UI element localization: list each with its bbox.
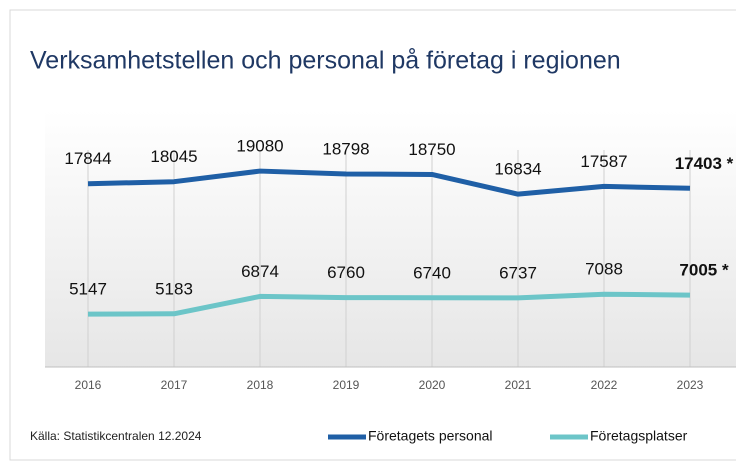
value-label: 6760 bbox=[327, 263, 365, 282]
chart-title: Verksamhetstellen och personal på företa… bbox=[30, 47, 621, 75]
legend-label: Företagsplatser bbox=[590, 428, 688, 444]
value-label: 17403 * bbox=[675, 154, 734, 173]
value-label: 6740 bbox=[413, 263, 451, 282]
value-label: 16834 bbox=[494, 160, 541, 179]
value-label: 18798 bbox=[322, 139, 369, 158]
source: Källa: Statistikcentralen 12.2024 bbox=[30, 429, 202, 443]
series-line bbox=[87, 168, 691, 197]
x-tick-label: 2022 bbox=[591, 378, 618, 392]
legend-label: Företagets personal bbox=[368, 428, 493, 444]
value-label: 17844 bbox=[64, 149, 111, 168]
value-label: 19080 bbox=[236, 137, 283, 156]
x-tick-label: 2020 bbox=[419, 378, 446, 392]
x-tick-label: 2019 bbox=[333, 378, 360, 392]
value-label: 17587 bbox=[580, 152, 627, 171]
x-tick-label: 2016 bbox=[75, 378, 102, 392]
value-label: 7005 * bbox=[679, 261, 729, 280]
series-line bbox=[87, 291, 691, 317]
x-tick-label: 2018 bbox=[247, 378, 274, 392]
value-label: 5183 bbox=[155, 279, 193, 298]
value-label: 18750 bbox=[408, 140, 455, 159]
value-label: 6874 bbox=[241, 262, 279, 281]
value-label: 6737 bbox=[499, 263, 537, 282]
x-tick-label: 2023 bbox=[677, 378, 704, 392]
x-tick-label: 2017 bbox=[161, 378, 188, 392]
plot-background bbox=[45, 110, 736, 367]
value-label: 5147 bbox=[69, 280, 107, 299]
value-label: 7088 bbox=[585, 260, 623, 279]
value-label: 18045 bbox=[150, 147, 197, 166]
x-tick-label: 2021 bbox=[505, 378, 532, 392]
